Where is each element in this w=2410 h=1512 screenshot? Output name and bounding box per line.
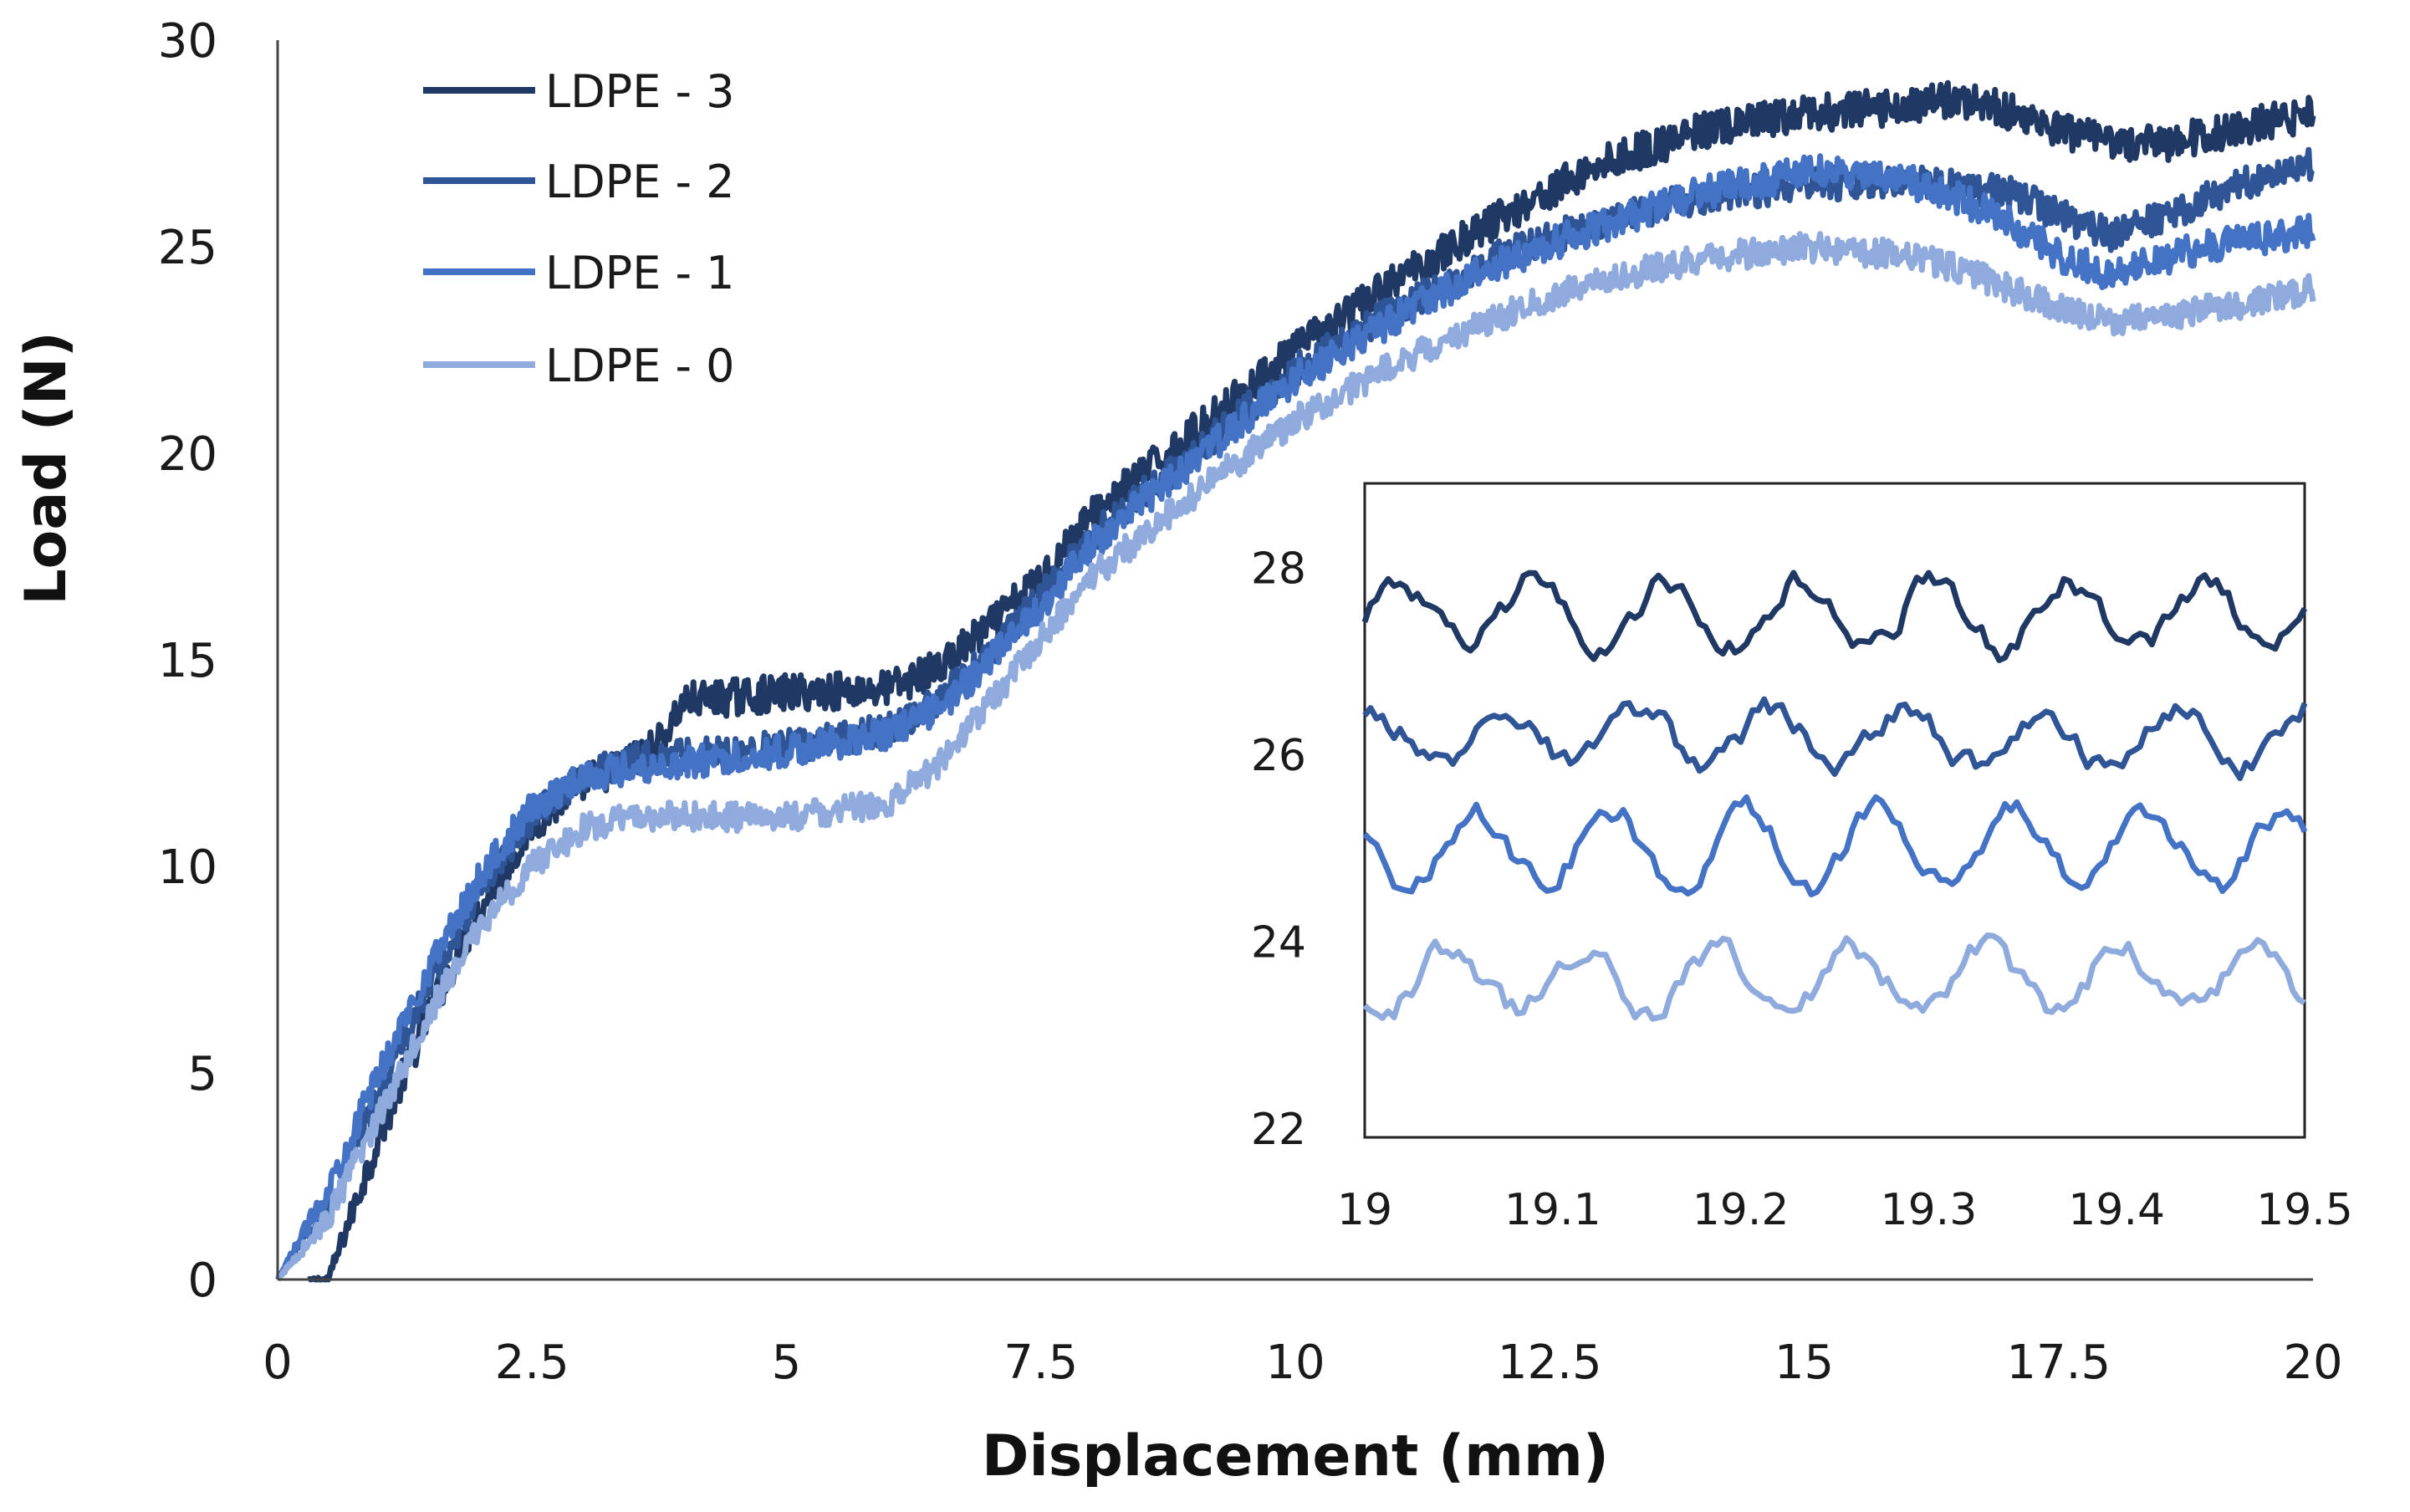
inset-y-tick-label: 24	[1251, 918, 1306, 968]
inset-y-tick-label: 28	[1251, 544, 1306, 595]
inset-series-line-ldpe-0	[1362, 932, 2306, 1022]
main-series-group	[274, 79, 2316, 1283]
y-tick-label: 10	[158, 840, 217, 895]
y-tick-label: 20	[158, 427, 217, 482]
x-tick-label: 12.5	[1498, 1336, 1602, 1390]
x-tick-label: 17.5	[2006, 1336, 2111, 1390]
main-x-ticks: 0 2.5 5 7.5 10 12.5 15 17.5 20	[263, 1336, 2342, 1390]
main-y-ticks: 0 5 10 15 20 25 30	[158, 14, 217, 1308]
x-tick-label: 5	[772, 1336, 802, 1390]
inset-series-line-ldpe-1	[1362, 794, 2308, 897]
inset-y-tick-label: 26	[1251, 731, 1306, 781]
series-line-ldpe-0	[275, 231, 2316, 1281]
inset-x-ticks: 19 19.1 19.2 19.3 19.4 19.5	[1337, 1185, 2353, 1235]
x-axis-label: Displacement (mm)	[982, 1423, 1609, 1489]
series-line-ldpe-3	[306, 79, 2316, 1283]
inset-x-tick-label: 19.3	[1881, 1185, 1978, 1235]
inset-x-tick-label: 19.1	[1504, 1185, 1601, 1235]
inset-y-ticks: 22 24 26 28	[1251, 544, 1306, 1155]
y-tick-label: 5	[187, 1047, 217, 1101]
inset-series-group	[1361, 570, 2308, 1022]
inset-x-tick-label: 19.2	[1693, 1185, 1790, 1235]
x-tick-label: 10	[1265, 1336, 1325, 1390]
x-tick-label: 0	[263, 1336, 293, 1390]
inset-series-line-ldpe-3	[1361, 570, 2308, 663]
y-tick-label: 15	[158, 634, 217, 688]
inset-series-line-ldpe-2	[1362, 696, 2308, 781]
inset-x-tick-label: 19.4	[2068, 1185, 2165, 1235]
legend-label-ldpe-1: LDPE - 1	[545, 247, 735, 299]
inset-frame	[1363, 482, 2306, 1139]
inset-x-tick-label: 19.5	[2256, 1185, 2353, 1235]
inset-y-tick-label: 22	[1251, 1105, 1306, 1155]
legend-label-ldpe-0: LDPE - 0	[545, 340, 735, 392]
y-tick-label: 0	[187, 1254, 217, 1308]
legend: LDPE - 3 LDPE - 2 LDPE - 1 LDPE - 0	[423, 65, 735, 392]
x-tick-label: 7.5	[1003, 1336, 1078, 1390]
x-tick-label: 2.5	[495, 1336, 569, 1390]
legend-label-ldpe-2: LDPE - 2	[545, 156, 735, 208]
x-tick-label: 20	[2283, 1336, 2342, 1390]
x-tick-label: 15	[1774, 1336, 1834, 1390]
y-tick-label: 25	[158, 221, 217, 275]
series-line-ldpe-1	[274, 153, 2316, 1281]
legend-label-ldpe-3: LDPE - 3	[545, 65, 735, 118]
inset-x-tick-label: 19	[1337, 1185, 1392, 1235]
y-axis-label: Load (N)	[13, 331, 79, 605]
y-tick-label: 30	[158, 14, 217, 69]
